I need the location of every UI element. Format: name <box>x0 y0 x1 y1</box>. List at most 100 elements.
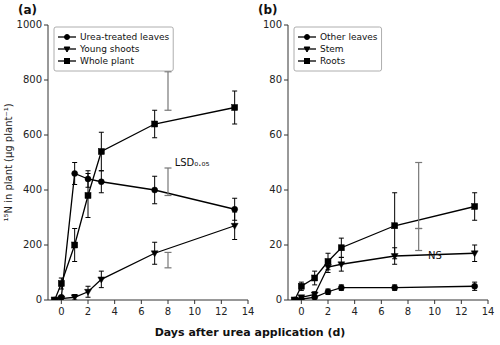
annotation: NS <box>428 250 442 261</box>
error-cap <box>99 287 104 288</box>
error-bar <box>99 271 104 288</box>
x-tick <box>168 300 169 304</box>
x-tick-label: 2 <box>325 306 331 317</box>
error-cap <box>72 184 77 185</box>
point <box>98 179 104 185</box>
legend-marker <box>64 47 70 52</box>
point <box>291 298 298 300</box>
error-bar <box>72 163 77 185</box>
lsd-cap <box>165 267 172 268</box>
error-bar <box>86 286 91 297</box>
point <box>71 295 78 300</box>
error-cap <box>72 261 77 262</box>
series-line <box>55 174 235 301</box>
x-tick-label: 14 <box>482 306 495 317</box>
x-tick-label: 4 <box>111 306 117 317</box>
point <box>85 289 92 295</box>
error-cap <box>232 91 237 92</box>
lsd-cap <box>165 110 172 111</box>
x-tick <box>194 300 195 304</box>
error-cap <box>152 203 157 204</box>
point <box>98 277 105 283</box>
point <box>232 206 238 212</box>
legend-marker <box>305 35 310 40</box>
error-bar <box>152 242 157 264</box>
error-cap <box>392 192 397 193</box>
x-tick-label: 8 <box>405 306 411 317</box>
point <box>392 285 398 291</box>
y-tick <box>284 25 288 26</box>
error-cap <box>326 269 331 270</box>
x-tick <box>114 300 115 304</box>
lsd-cap <box>415 228 422 229</box>
point <box>151 251 158 257</box>
error-bar <box>472 245 477 262</box>
error-cap <box>472 245 477 246</box>
lsd-stem <box>418 229 419 251</box>
x-tick <box>488 300 489 304</box>
legend-box <box>294 27 382 71</box>
error-cap <box>86 173 91 174</box>
x-tick <box>461 300 462 304</box>
y-tick <box>284 300 288 301</box>
point <box>152 121 158 127</box>
legend-marker <box>305 59 310 64</box>
x-tick <box>328 300 329 304</box>
point <box>338 285 344 291</box>
error-cap <box>152 137 157 138</box>
lsd-bar <box>165 168 172 196</box>
point <box>292 297 298 300</box>
error-cap <box>72 228 77 229</box>
y-tick-label: 600 <box>23 129 42 140</box>
legend-label: Stem <box>320 44 344 54</box>
error-cap <box>299 282 304 283</box>
y-axis-line <box>48 25 49 300</box>
error-cap <box>152 242 157 243</box>
error-bar <box>299 282 304 290</box>
error-cap <box>472 261 477 262</box>
error-cap <box>152 176 157 177</box>
plot-area <box>51 72 238 300</box>
point <box>292 297 298 300</box>
error-cap <box>472 282 477 283</box>
error-cap <box>339 257 344 258</box>
error-cap <box>339 238 344 239</box>
error-cap <box>152 264 157 265</box>
error-cap <box>59 278 64 279</box>
error-cap <box>99 170 104 171</box>
x-tick <box>381 300 382 304</box>
error-cap <box>99 271 104 272</box>
point <box>312 275 318 281</box>
x-tick <box>88 300 89 304</box>
point <box>471 251 478 257</box>
point <box>232 105 238 111</box>
error-bar <box>326 253 331 270</box>
series-line <box>55 108 235 301</box>
lsd-cap <box>415 162 422 163</box>
error-bar <box>339 238 344 257</box>
error-cap <box>312 284 317 285</box>
x-tick-label: 0 <box>58 306 64 317</box>
y-tick <box>44 25 48 26</box>
figure: 0246810121402004006008001000¹⁵N in plant… <box>0 0 500 345</box>
error-cap <box>392 264 397 265</box>
error-cap <box>99 132 104 133</box>
error-bar <box>152 110 157 138</box>
point <box>392 223 398 229</box>
legend-marker <box>304 47 310 52</box>
error-cap <box>232 198 237 199</box>
panel-label: (b) <box>258 3 278 17</box>
x-tick-label: 12 <box>455 306 468 317</box>
error-cap <box>232 239 237 240</box>
legend-label: Young shoots <box>79 44 140 54</box>
y-tick <box>44 80 48 81</box>
legend-item: Young shoots <box>58 44 140 54</box>
panel: 0246810121402004006008001000¹⁵N in plant… <box>3 3 254 317</box>
x-axis-line <box>288 300 488 301</box>
lsd-cap <box>165 252 172 253</box>
y-tick <box>284 190 288 191</box>
x-tick-label: 8 <box>165 306 171 317</box>
y-axis-line <box>288 25 289 300</box>
lsd-cap <box>165 167 172 168</box>
legend-label: Whole plant <box>80 56 134 66</box>
